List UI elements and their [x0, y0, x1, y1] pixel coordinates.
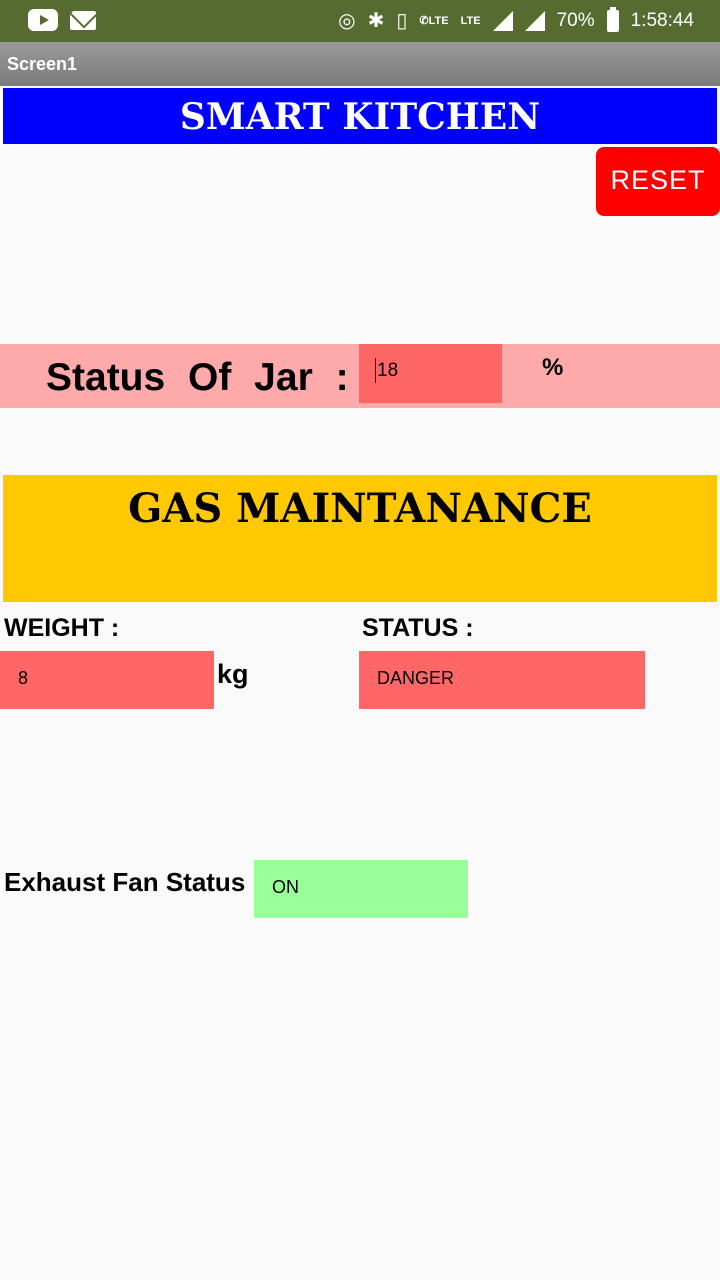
weight-field[interactable]: 8	[0, 651, 214, 709]
screen-title: Screen1	[0, 42, 720, 86]
status-bar: ◎ ✱ ▯ ✆LTE LTE 70% 1:58:44	[0, 0, 720, 42]
mail-icon	[70, 10, 96, 30]
gas-status-field[interactable]: DANGER	[359, 651, 645, 709]
status-label: STATUS :	[362, 614, 474, 642]
battery-percent: 70%	[556, 10, 595, 31]
hotspot-icon: ◎	[338, 10, 356, 32]
clock: 1:58:44	[630, 10, 694, 31]
gas-maintenance-header: GAS MAINTANANCE	[3, 475, 717, 602]
jar-status-row: Status Of Jar : 18 %	[0, 344, 720, 408]
weight-label: WEIGHT :	[4, 614, 120, 642]
lte-icon: LTE	[460, 14, 481, 27]
volte-icon: ✆LTE	[419, 14, 449, 27]
jar-unit-label: %	[542, 354, 564, 381]
weight-unit-label: kg	[217, 659, 249, 689]
youtube-icon	[28, 9, 58, 31]
vibrate-icon: ▯	[396, 10, 408, 32]
bluetooth-icon: ✱	[367, 10, 385, 32]
jar-status-value: 18	[377, 360, 399, 381]
exhaust-fan-status-field[interactable]: ON	[254, 860, 468, 918]
reset-button[interactable]: RESET	[596, 147, 720, 216]
battery-icon	[606, 7, 619, 32]
jar-status-label: Status Of Jar :	[46, 356, 349, 399]
text-cursor	[375, 358, 376, 383]
jar-status-field[interactable]: 18	[359, 344, 502, 403]
signal-icon	[492, 11, 513, 31]
app-title: SMART KITCHEN	[3, 88, 717, 144]
exhaust-fan-label: Exhaust Fan Status	[4, 867, 246, 897]
signal-icon	[524, 11, 545, 31]
